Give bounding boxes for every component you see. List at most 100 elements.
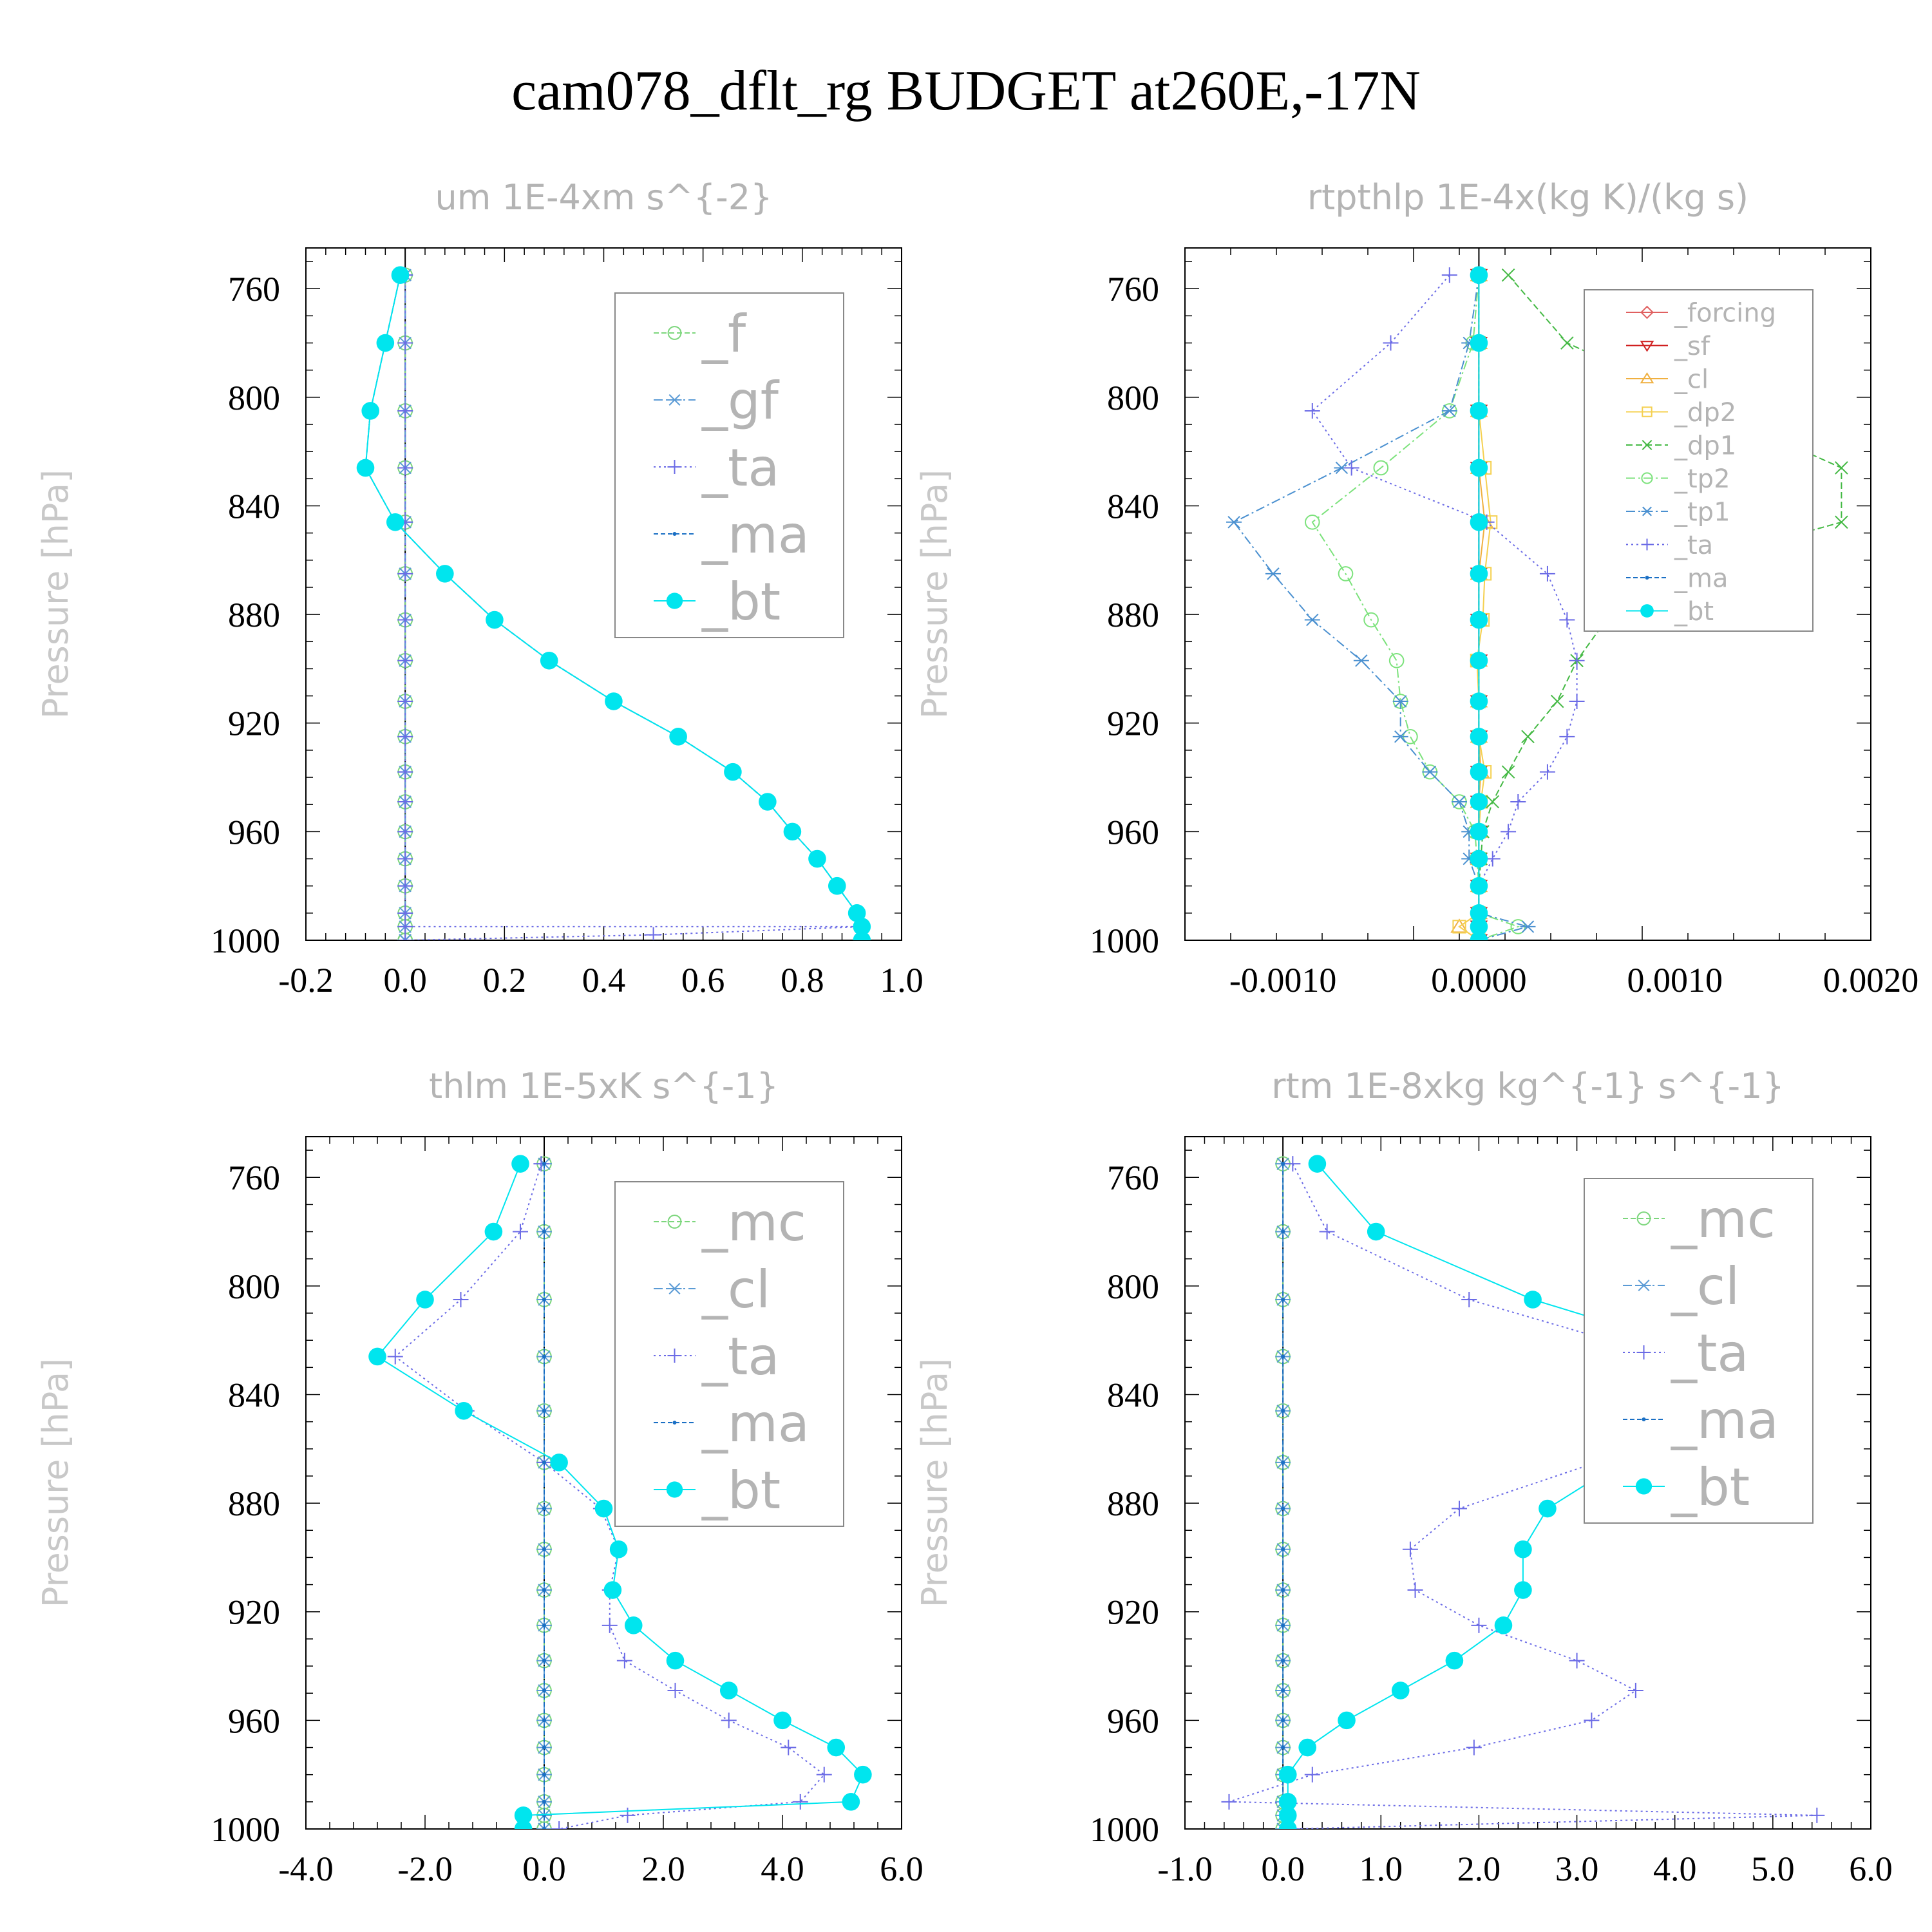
- panel-1: um 1E-4xm s^{-2} Pressure [hPa] 760 800 840 8…: [35, 177, 923, 999]
- series-ma: [1281, 1162, 1285, 1829]
- legend-label: _ta: [1674, 531, 1713, 560]
- data-point: [1470, 513, 1488, 531]
- legend-label: _bt: [1674, 597, 1714, 627]
- legend-marker: [1640, 604, 1654, 618]
- data-point: [542, 1689, 546, 1692]
- series-tp2: [1304, 267, 1526, 940]
- data-point: [1501, 765, 1515, 779]
- data-point: [1627, 1683, 1643, 1698]
- legend-marker: [667, 1349, 682, 1363]
- data-point: [1308, 1155, 1327, 1173]
- data-point: [1298, 1738, 1316, 1757]
- data-point: [1281, 1718, 1285, 1723]
- legend-entry: _tp2: [1626, 464, 1730, 494]
- data-point: [1470, 651, 1488, 670]
- data-point: [514, 1820, 533, 1829]
- data-point: [436, 565, 454, 583]
- x-tick-label: 2.0: [641, 1850, 685, 1888]
- data-point: [1281, 1745, 1285, 1750]
- data-point: [397, 335, 413, 351]
- legend-box: [1584, 289, 1814, 632]
- data-point: [542, 1408, 546, 1413]
- data-point: [1510, 794, 1526, 810]
- panel-title: rtm 1E-8xkg kg^{-1} s^{-1}: [1271, 1066, 1785, 1106]
- data-point: [550, 1454, 568, 1472]
- data-point: [542, 1547, 546, 1551]
- data-point: [594, 1499, 613, 1518]
- data-point: [1494, 1616, 1513, 1634]
- data-point: [1281, 1460, 1285, 1464]
- data-point: [387, 1349, 403, 1365]
- data-point: [1559, 612, 1575, 628]
- data-point: [667, 1683, 683, 1698]
- data-point: [1584, 1712, 1600, 1728]
- data-point: [1466, 1739, 1482, 1756]
- legend-label: _ma: [1674, 564, 1728, 593]
- data-point: [666, 1651, 685, 1670]
- series-layer: [356, 266, 871, 940]
- data-point: [1835, 461, 1848, 475]
- panel-3: thlm 1E-5xK s^{-1} Pressure [hPa] 760 800 84…: [35, 1066, 923, 1888]
- series-cl: [1450, 267, 1494, 940]
- legend-label: _forcing: [1674, 298, 1776, 328]
- legend-box: [614, 1181, 844, 1527]
- data-point: [397, 851, 413, 867]
- series-bt: [1470, 266, 1488, 940]
- data-point: [1470, 459, 1488, 477]
- data-point: [1539, 1499, 1557, 1518]
- y-tick-label: 760: [228, 1159, 280, 1197]
- data-point: [542, 1162, 546, 1166]
- legend-label: _mc: [1671, 1189, 1776, 1249]
- legend-marker: [1645, 576, 1649, 580]
- data-point: [397, 824, 413, 840]
- data-point: [816, 1766, 832, 1783]
- legend-entry: _tp1: [1626, 497, 1730, 527]
- x-tick-label: 0.8: [781, 961, 824, 999]
- legend-entry: _dp1: [1626, 431, 1736, 460]
- data-point: [808, 849, 826, 868]
- data-point: [1470, 931, 1488, 940]
- legend-marker: [1636, 1345, 1651, 1359]
- legend-marker: [667, 460, 682, 474]
- panel-title: um 1E-4xm s^{-2}: [435, 177, 773, 218]
- legend-label: _ma: [701, 1394, 810, 1454]
- data-point: [616, 1653, 632, 1669]
- x-tick-label: -1.0: [1157, 1850, 1212, 1888]
- x-ticks: [1184, 248, 1871, 940]
- data-point: [356, 459, 375, 477]
- data-point: [1373, 460, 1389, 476]
- data-point: [1319, 1224, 1335, 1240]
- data-point: [397, 612, 413, 628]
- legend-marker: [667, 1215, 682, 1229]
- data-point: [853, 931, 871, 940]
- data-point: [1281, 1658, 1285, 1663]
- data-point: [1304, 402, 1320, 419]
- legend-entry: _bt: [654, 572, 781, 632]
- data-point: [792, 1794, 808, 1810]
- data-point: [1539, 565, 1555, 582]
- y-tick-label: 920: [228, 705, 280, 743]
- data-point: [719, 1681, 738, 1700]
- data-point: [1835, 515, 1848, 529]
- legend-entry: _cl: [654, 1260, 770, 1320]
- data-point: [827, 1738, 846, 1757]
- y-tick-label: 1000: [1090, 922, 1159, 960]
- data-point: [361, 402, 380, 420]
- data-point: [853, 918, 871, 936]
- series-layer: [1226, 266, 1848, 940]
- legend-entry: _cl: [1623, 1256, 1739, 1316]
- data-point: [1281, 1229, 1285, 1234]
- legend: _mc _cl _ta _ma _bt: [1584, 1178, 1814, 1524]
- x-tick-label: 0.0: [383, 961, 427, 999]
- data-point: [1445, 1651, 1464, 1670]
- legend-marker: [667, 1283, 682, 1294]
- series-ta: [1304, 267, 1585, 940]
- data-point: [1281, 1297, 1285, 1302]
- data-point: [1441, 267, 1457, 283]
- data-point: [1501, 268, 1515, 282]
- data-point: [1514, 1581, 1532, 1599]
- data-point: [1221, 1794, 1237, 1810]
- legend-label: _cl: [701, 1260, 770, 1320]
- data-point: [781, 1739, 797, 1756]
- legend-label: _bt: [1671, 1457, 1750, 1517]
